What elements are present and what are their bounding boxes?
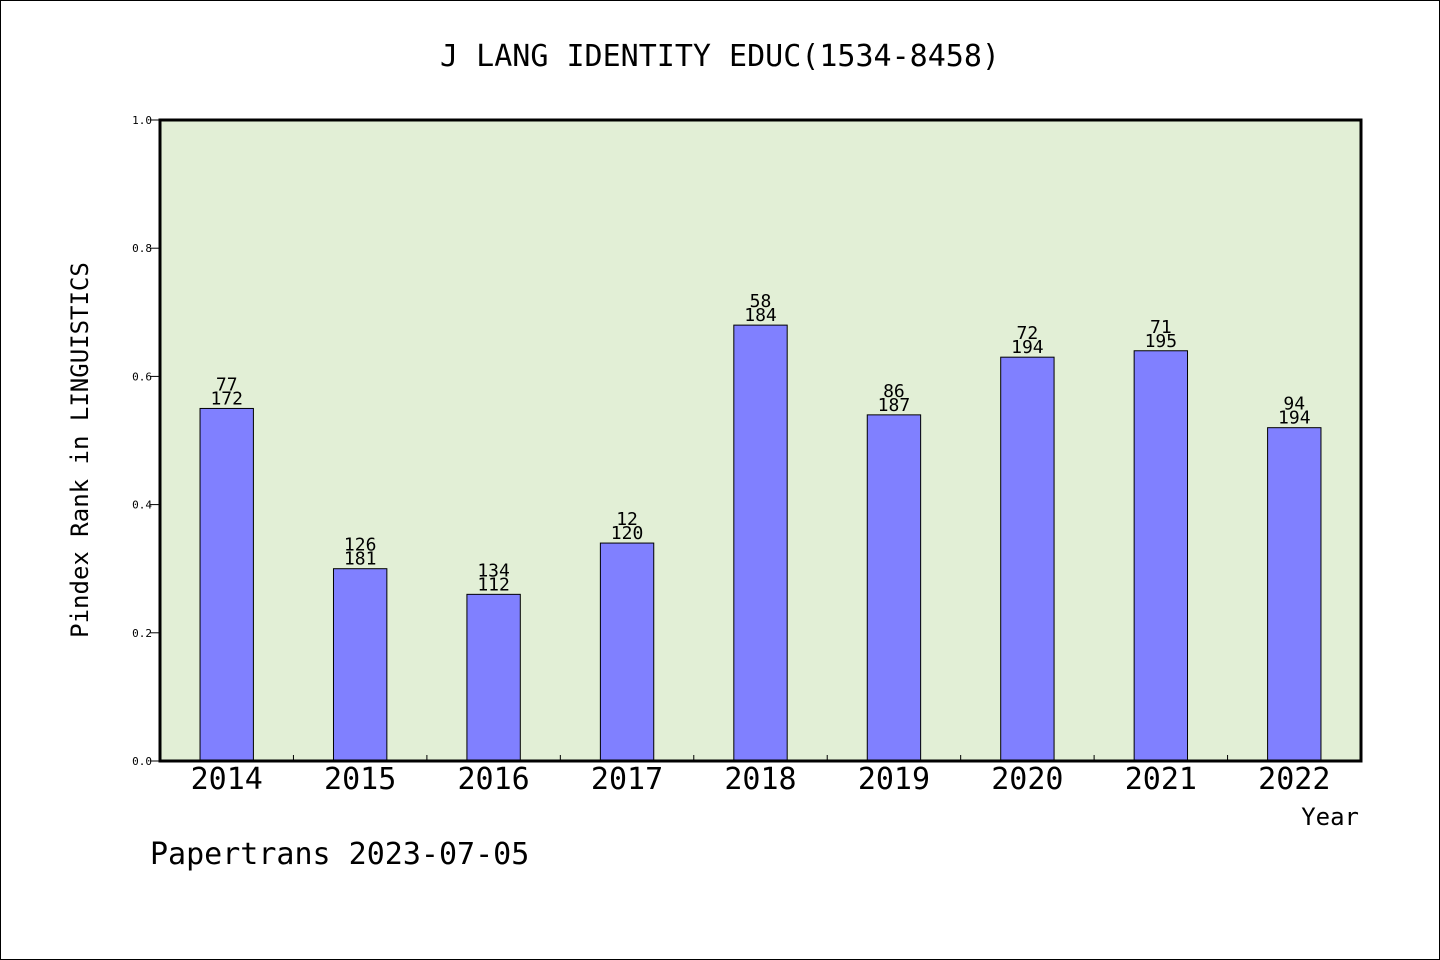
y-axis-label: Pindex Rank in LINGUISTICS — [66, 262, 94, 638]
bar-label-top-2018: 58 — [750, 291, 772, 312]
bar-2017 — [599, 542, 655, 762]
bar-label-top-2020: 72 — [1017, 323, 1039, 344]
y-axis-ticks: 0.0 0.2 0.4 0.6 0.8 1.0 — [132, 114, 160, 768]
x-axis-ticks: 2014 2015 2016 2017 2018 2019 2020 2021 2022 — [191, 755, 1330, 797]
plot-border — [158, 118, 1363, 763]
bar-label-bottom-2020: 194 — [1011, 337, 1044, 358]
bar-2022 — [1267, 427, 1322, 762]
y-tick-label-0.2: 0.2 — [132, 627, 152, 640]
y-tick-label-0.0: 0.0 — [132, 755, 152, 768]
y-tick-label-0.4: 0.4 — [132, 499, 152, 512]
bar-2015 — [332, 568, 388, 762]
chart-title: J LANG IDENTITY EDUC(1534-8458) — [440, 39, 1000, 74]
x-axis-label: Year — [1301, 803, 1359, 831]
bar-2019 — [866, 414, 922, 762]
bar-label-top-2016: 134 — [477, 560, 510, 581]
y-tick-label-1.0: 1.0 — [132, 114, 152, 127]
bar-label-top-2021: 71 — [1150, 317, 1172, 338]
x-tick-label-2015: 2015 — [324, 762, 396, 797]
bar-label-bottom-2018: 184 — [744, 305, 777, 326]
bar-label-bottom-2017: 120 — [611, 523, 644, 544]
footer-credit: Papertrans 2023-07-05 — [150, 837, 529, 872]
bar-label-bottom-2015: 181 — [344, 549, 377, 570]
bar-label-bottom-2016: 112 — [477, 574, 510, 595]
bar-label-bottom-2019: 187 — [878, 395, 911, 416]
bar-label-bottom-2014: 172 — [210, 388, 243, 409]
x-tick-label-2021: 2021 — [1125, 762, 1197, 797]
x-tick-label-2014: 2014 — [191, 762, 263, 797]
x-tick-label-2016: 2016 — [457, 762, 529, 797]
bar-labels-group: 7717212618113411212120581848618772194711… — [210, 291, 1310, 595]
bars-group — [199, 324, 1322, 762]
x-tick-label-2022: 2022 — [1258, 762, 1330, 797]
y-tick-label-0.6: 0.6 — [132, 370, 152, 383]
bar-label-top-2017: 12 — [616, 509, 638, 530]
x-tick-label-2019: 2019 — [858, 762, 930, 797]
bar-2020 — [1000, 356, 1055, 762]
y-tick-label-0.8: 0.8 — [132, 242, 152, 255]
bar-2021 — [1133, 350, 1189, 762]
bar-label-top-2022: 94 — [1283, 394, 1305, 415]
bar-label-bottom-2022: 194 — [1278, 408, 1311, 429]
x-tick-label-2018: 2018 — [724, 762, 796, 797]
bar-2018 — [733, 324, 788, 762]
bar-label-bottom-2021: 195 — [1145, 331, 1178, 352]
x-tick-label-2017: 2017 — [591, 762, 663, 797]
bar-label-top-2014: 77 — [216, 374, 238, 395]
x-tick-label-2020: 2020 — [991, 762, 1063, 797]
bar-2016 — [466, 593, 521, 762]
bar-2014 — [199, 407, 254, 762]
bar-label-top-2019: 86 — [883, 381, 905, 402]
bar-label-top-2015: 126 — [344, 535, 377, 556]
